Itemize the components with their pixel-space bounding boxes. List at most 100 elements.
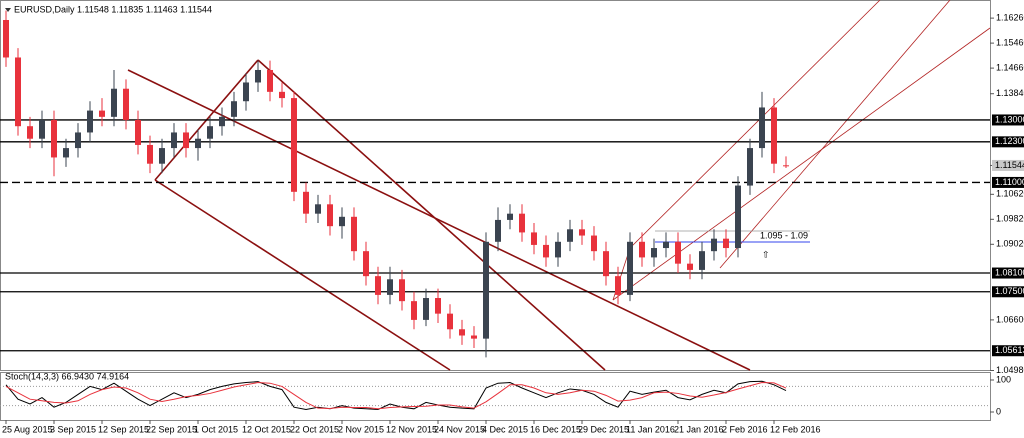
candle-body [303,191,309,214]
x-tick-label: 12 Sep 2015 [98,424,149,434]
level-label: 1.11000 [995,177,1024,187]
candle-body [435,298,441,314]
candle-body [567,229,573,242]
level-label: 1.13000 [995,114,1024,124]
x-tick-label: 11 Jan 2016 [626,424,675,434]
channel-line [154,179,451,371]
candle-body [3,19,9,58]
channel-line [257,59,606,371]
candle-body [39,119,45,139]
chart-title: EURUSD,Daily 1.11548 1.11835 1.11463 1.1… [14,4,212,14]
level-label: 1.05613 [995,345,1024,355]
x-tick-label: 16 Dec 2015 [530,424,581,434]
x-tick-label: 12 Oct 2015 [242,424,291,434]
candle-body [123,88,129,120]
level-label-box [992,114,1024,126]
candle-body [687,263,693,270]
pitchfork-line [719,0,951,269]
candle-body [243,82,249,102]
candle-body [591,235,597,252]
x-tick-label: 3 Sep 2015 [50,424,96,434]
candle-body [219,116,225,127]
candle-body [627,241,633,295]
level-label: 1.12300 [995,136,1024,146]
candle-body [735,185,741,249]
candle-body [147,144,153,164]
candle-body [603,251,609,277]
y-tick-label: 0 [996,406,1001,416]
candle-body [495,219,501,242]
x-tick-label: 22 Oct 2015 [290,424,339,434]
candle-body [471,335,477,339]
y-tick-label: 1.06600 [996,314,1024,324]
level-label-box [992,345,1024,357]
last-price-label: 1.11544 [995,160,1024,170]
candle-body [375,276,381,295]
y-tick-label: 1.15460 [996,37,1024,47]
candle-body [315,204,321,214]
candle-body [111,88,117,117]
level-label-box [992,267,1024,279]
level-label-box [992,136,1024,148]
candle-body [231,101,237,117]
candle-body [291,98,297,192]
y-tick-label: 1.04980 [996,365,1024,375]
candle-body [207,126,213,139]
y-tick-label: 1.13840 [996,88,1024,98]
candle-body [639,241,645,258]
x-tick-label: 22 Sep 2015 [146,424,197,434]
annotation: 1.095 - 1.09 [760,230,808,240]
x-tick-label: 2 Nov 2015 [338,424,384,434]
candle-body [279,91,285,99]
candle-body [363,251,369,277]
candle-body [447,313,453,330]
candle-body [75,132,81,149]
candle-body [423,298,429,320]
candle-body [723,238,729,249]
price-panel-frame [0,0,991,371]
x-tick-label: 12 Nov 2015 [386,424,437,434]
x-tick-label: 24 Nov 2015 [434,424,485,434]
pitchfork-line [629,0,881,249]
stoch-panel-frame [0,372,991,421]
y-tick-label: 1.10620 [996,189,1024,199]
candle-body [51,119,57,158]
candle-body [459,329,465,336]
candle-body [267,69,273,92]
candle-body [255,69,261,83]
candle-body [519,213,525,233]
candle-body [783,165,789,167]
candle-body [327,204,333,227]
candle-body [615,276,621,295]
candle-body [759,107,765,149]
x-tick-label: 25 Aug 2015 [2,424,53,434]
candle-body [399,279,405,302]
candle-body [183,132,189,149]
candle-body [99,110,105,117]
level-label: 1.07500 [995,286,1024,296]
x-tick-label: 1 Oct 2015 [194,424,238,434]
y-tick-label: 1.09020 [996,239,1024,249]
candle-body [507,213,513,220]
candle-body [387,279,393,295]
arrow-icon: ⇧ [762,249,770,259]
last-price-box [992,159,1024,171]
candle-body [411,301,417,320]
candle-body [699,251,705,270]
candle-body [87,110,93,133]
candle-body [63,148,69,158]
x-tick-label: 2 Feb 2016 [722,424,768,434]
candle-body [771,107,777,164]
stoch-title: Stoch(14,3,3) 66.9430 74.9164 [5,371,129,381]
candle-body [579,229,585,236]
x-tick-label: 4 Dec 2015 [482,424,528,434]
y-tick-label: 100 [996,374,1011,384]
level-label-box [992,176,1024,188]
x-tick-label: 29 Dec 2015 [578,424,629,434]
candle-body [15,57,21,127]
x-tick-label: 21 Jan 2016 [674,424,724,434]
candle-body [747,148,753,186]
candle-body [531,232,537,245]
